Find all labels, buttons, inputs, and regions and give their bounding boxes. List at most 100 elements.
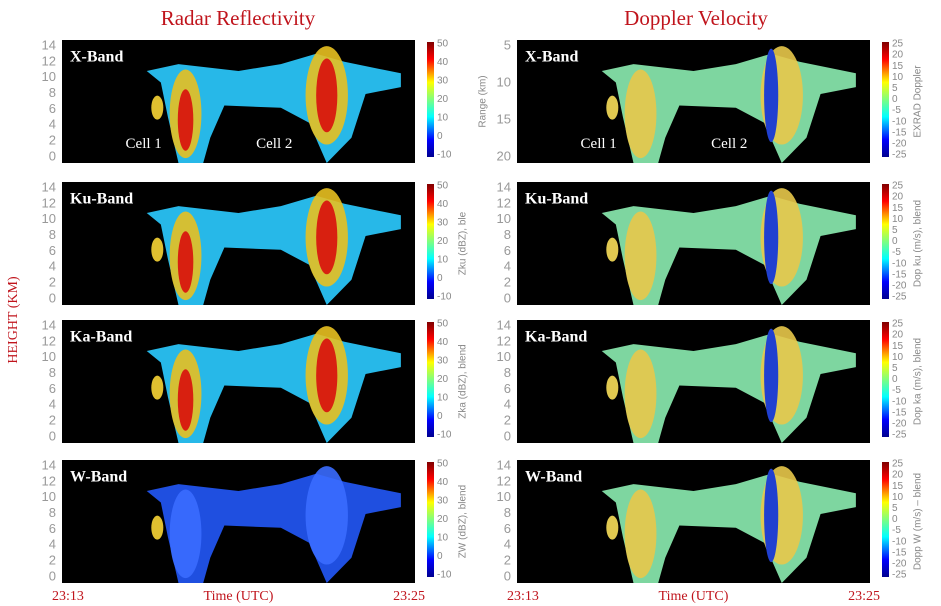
x-end: 23:25 bbox=[393, 589, 425, 604]
colorbar-label: ZW (dBZ), blend bbox=[458, 485, 469, 558]
echo-core bbox=[624, 69, 657, 159]
y-tick-label: 5 bbox=[504, 37, 511, 52]
echo-core bbox=[764, 468, 779, 563]
echo-cell bbox=[151, 515, 164, 540]
y-tick-label: 4 bbox=[504, 537, 511, 552]
colorbar-tick-label: -10 bbox=[437, 292, 452, 303]
colorbar-tick-label: 0 bbox=[892, 374, 898, 385]
colorbar-tick-label: 10 bbox=[892, 352, 904, 363]
y-tick-label: 12 bbox=[42, 333, 56, 348]
y-tick-label: 10 bbox=[42, 211, 56, 226]
y-tick-label: 0 bbox=[504, 568, 511, 583]
y-tick-label: 14 bbox=[42, 37, 56, 52]
y-tick-label: 14 bbox=[42, 457, 56, 472]
colorbar-tick-label: 50 bbox=[437, 459, 449, 470]
colorbar-tick-label: 0 bbox=[437, 551, 443, 562]
y-tick-label: 8 bbox=[49, 85, 56, 100]
y-tick-label: 2 bbox=[49, 133, 56, 148]
colorbar-tick-label: 10 bbox=[892, 214, 904, 225]
band-label: Ku-Band bbox=[70, 191, 133, 208]
colorbar-tick-label: -10 bbox=[892, 396, 907, 407]
colorbar-tick-label: 20 bbox=[892, 330, 904, 341]
x-end: 23:25 bbox=[848, 589, 880, 604]
colorbar-tick-label: 30 bbox=[437, 76, 449, 87]
colorbar-tick-label: 25 bbox=[892, 181, 904, 192]
colorbar-tick-label: -15 bbox=[892, 127, 907, 138]
y-tick-label: 14 bbox=[497, 179, 511, 194]
y-tick-label: 0 bbox=[49, 428, 56, 443]
y-tick-label: 14 bbox=[497, 317, 511, 332]
y-tick-label: 15 bbox=[497, 111, 511, 126]
colorbar-label: Dop ka (m/s), blend bbox=[913, 338, 924, 425]
colorbar-tick-label: 10 bbox=[437, 255, 449, 266]
y-label: Range (km) bbox=[478, 75, 489, 127]
echo-core bbox=[316, 338, 338, 413]
colorbar-tick-label: -10 bbox=[437, 570, 452, 581]
colorbar-tick-label: 10 bbox=[892, 72, 904, 83]
band-label: X-Band bbox=[525, 49, 578, 66]
y-tick-label: 4 bbox=[504, 259, 511, 274]
colorbar-tick-label: -20 bbox=[892, 419, 907, 430]
colorbar-label: EXRAD Doppler bbox=[913, 65, 924, 138]
colorbar-tick-label: 30 bbox=[437, 218, 449, 229]
y-tick-label: 6 bbox=[49, 381, 56, 396]
colorbar-tick-label: -10 bbox=[892, 536, 907, 547]
echo-cell bbox=[151, 95, 164, 120]
colorbar-tick-label: 20 bbox=[437, 94, 449, 105]
y-tick-label: 14 bbox=[42, 179, 56, 194]
echo-core bbox=[316, 200, 338, 275]
colorbar-tick-label: -5 bbox=[892, 247, 901, 258]
colorbar bbox=[427, 184, 434, 299]
colorbar-tick-label: -25 bbox=[892, 570, 907, 581]
y-tick-label: 8 bbox=[49, 505, 56, 520]
y-tick-label: 4 bbox=[504, 397, 511, 412]
y-tick-label: 10 bbox=[497, 349, 511, 364]
band-label: W-Band bbox=[525, 469, 582, 486]
y-tick-label: 4 bbox=[49, 259, 56, 274]
y-tick-label: 6 bbox=[49, 243, 56, 258]
colorbar-tick-label: 10 bbox=[437, 393, 449, 404]
colorbar-tick-label: 15 bbox=[892, 481, 904, 492]
colorbar-tick-label: 5 bbox=[892, 363, 898, 374]
colorbar-tick-label: -15 bbox=[892, 269, 907, 280]
y-tick-label: 4 bbox=[49, 117, 56, 132]
y-tick-label: 8 bbox=[504, 505, 511, 520]
colorbar-tick-label: 0 bbox=[437, 411, 443, 422]
echo-cell bbox=[606, 237, 619, 262]
y-tick-label: 4 bbox=[49, 537, 56, 552]
colorbar-tick-label: 30 bbox=[437, 356, 449, 367]
colorbar-tick-label: 20 bbox=[892, 50, 904, 61]
panel: W-Band141210864202520151050-5-10-15-20-2… bbox=[497, 457, 924, 583]
colorbar-tick-label: -10 bbox=[892, 116, 907, 127]
y-tick-label: 2 bbox=[49, 553, 56, 568]
colorbar-label: Zku (dBZ), ble bbox=[458, 211, 469, 275]
y-tick-label: 10 bbox=[42, 489, 56, 504]
column-title: Radar Reflectivity bbox=[161, 6, 316, 30]
colorbar-tick-label: -20 bbox=[892, 281, 907, 292]
colorbar-tick-label: 10 bbox=[892, 492, 904, 503]
annotation: Cell 1 bbox=[581, 136, 617, 152]
y-tick-label: 6 bbox=[49, 521, 56, 536]
echo-core bbox=[316, 58, 338, 133]
colorbar-label: Zka (dBZ), blend bbox=[458, 344, 469, 418]
colorbar-tick-label: 5 bbox=[892, 225, 898, 236]
colorbar bbox=[427, 42, 434, 157]
colorbar bbox=[882, 42, 889, 157]
echo-cell bbox=[151, 237, 164, 262]
colorbar-tick-label: -5 bbox=[892, 525, 901, 536]
y-tick-label: 10 bbox=[42, 349, 56, 364]
band-label: Ka-Band bbox=[70, 329, 132, 346]
colorbar-tick-label: 10 bbox=[437, 113, 449, 124]
colorbar-tick-label: -20 bbox=[892, 139, 907, 150]
colorbar bbox=[882, 462, 889, 577]
y-tick-label: 2 bbox=[504, 275, 511, 290]
y-tick-label: 14 bbox=[42, 317, 56, 332]
band-label: Ku-Band bbox=[525, 191, 588, 208]
colorbar-tick-label: -20 bbox=[892, 559, 907, 570]
echo-cell bbox=[606, 375, 619, 400]
x-axis-label: Time (UTC) bbox=[659, 589, 729, 604]
colorbar-tick-label: 5 bbox=[892, 83, 898, 94]
